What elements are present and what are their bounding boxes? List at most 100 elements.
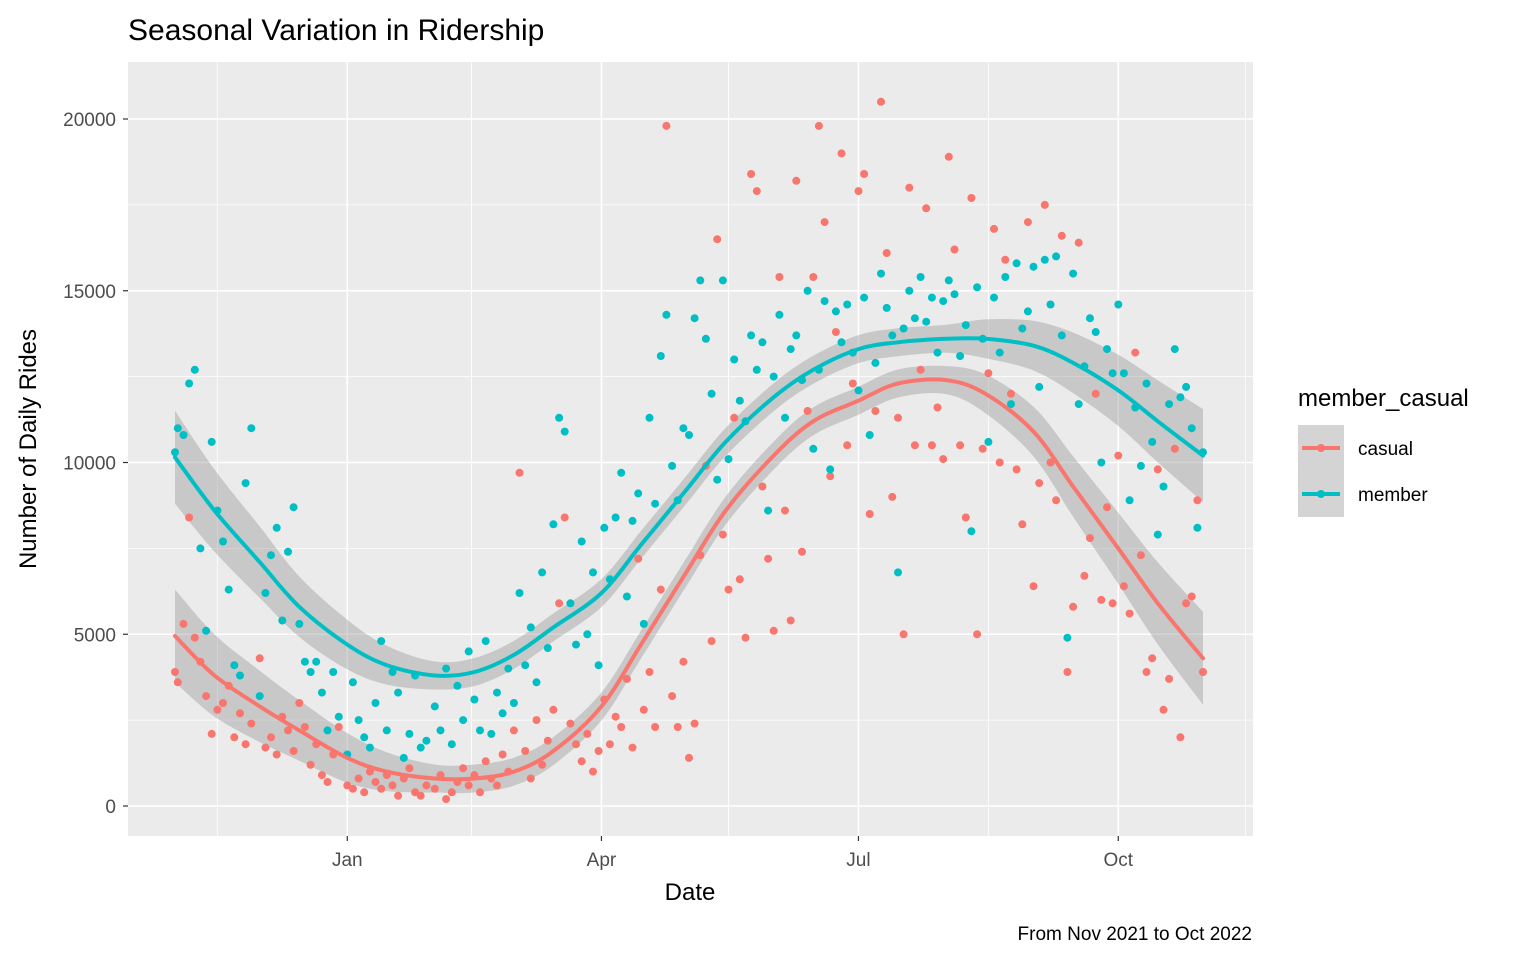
data-point-member [634, 489, 643, 498]
data-point-casual [317, 771, 326, 780]
data-point-casual [916, 365, 925, 374]
data-point-member [1193, 523, 1202, 532]
data-point-member [255, 692, 264, 701]
data-point-casual [1182, 599, 1191, 608]
data-point-casual [1170, 444, 1179, 453]
data-point-member [365, 743, 374, 752]
data-point-casual [1029, 582, 1038, 591]
data-point-casual [843, 441, 852, 450]
data-point-member [1023, 307, 1032, 316]
data-point-member [775, 310, 784, 319]
data-point-member [781, 413, 789, 422]
data-point-member [1007, 400, 1015, 409]
data-point-casual [405, 764, 414, 773]
data-point-casual [894, 413, 902, 422]
data-point-casual [388, 781, 397, 790]
data-point-casual [476, 788, 484, 797]
data-point-casual [1153, 465, 1162, 474]
data-point-member [247, 424, 256, 433]
data-point-casual [267, 733, 275, 742]
data-point-casual [781, 506, 789, 515]
data-point-member [532, 678, 541, 687]
data-point-member [354, 716, 363, 725]
data-point-casual [826, 472, 835, 481]
data-point-member [843, 300, 852, 309]
data-point-member [306, 668, 315, 676]
data-point-casual [543, 736, 552, 745]
data-point-casual [1091, 389, 1100, 398]
data-point-member [854, 386, 863, 395]
data-point-casual [323, 778, 332, 786]
data-point-member [476, 726, 484, 735]
data-point-member [348, 678, 357, 687]
data-point-casual [422, 781, 431, 790]
data-point-casual [747, 170, 756, 178]
data-point-member [241, 479, 250, 488]
data-point-member [786, 345, 795, 354]
data-point-casual [481, 757, 490, 766]
data-point-member [995, 348, 1004, 357]
data-point-casual [1080, 571, 1089, 580]
data-point-casual [628, 743, 637, 752]
data-point-casual [464, 781, 473, 790]
data-point-casual [769, 626, 778, 635]
data-point-casual [1103, 503, 1111, 512]
data-point-member [190, 365, 199, 374]
data-point-member [284, 547, 292, 556]
data-point-member [735, 396, 744, 405]
data-point-casual [538, 760, 547, 769]
data-point-member [405, 729, 414, 738]
data-point-member [1119, 369, 1128, 378]
data-point-member [526, 623, 535, 632]
data-point-casual [261, 743, 270, 752]
data-point-casual [922, 204, 931, 213]
data-point-member [1148, 437, 1157, 446]
data-point-member [1142, 379, 1151, 388]
data-point-casual [888, 492, 897, 501]
data-point-casual [939, 455, 948, 464]
data-point-member [388, 668, 397, 676]
data-point-member [961, 321, 970, 330]
data-point-member [865, 431, 874, 439]
y-tick-label: 15000 [63, 282, 116, 303]
data-point-member [645, 413, 654, 422]
data-point-casual [219, 699, 227, 707]
confidence-bands [175, 319, 1203, 794]
data-point-casual [1125, 609, 1134, 618]
data-point-casual [394, 791, 403, 800]
data-point-casual [1074, 238, 1083, 247]
data-point-casual [860, 170, 869, 178]
data-point-member [1074, 400, 1083, 409]
data-point-casual [605, 740, 614, 749]
data-point-casual [1136, 551, 1145, 560]
data-point-member [1069, 269, 1078, 278]
data-point-member [589, 568, 597, 577]
y-tick-label: 0 [105, 797, 116, 818]
data-point-casual [1159, 705, 1168, 714]
x-tick-label: Jul [846, 850, 870, 871]
data-point-member [1103, 345, 1111, 354]
data-point-casual [1142, 668, 1151, 676]
data-point-casual [377, 784, 386, 793]
data-point-casual [1035, 479, 1044, 488]
data-point-casual [549, 705, 558, 714]
data-point-member [509, 699, 518, 707]
data-point-member [944, 276, 953, 285]
data-point-casual [978, 444, 987, 453]
data-point-casual [1086, 534, 1094, 543]
y-tick-label: 20000 [63, 110, 116, 131]
data-point-member [651, 499, 660, 508]
data-point-casual [272, 750, 281, 759]
data-point-casual [990, 224, 998, 233]
data-point-casual [973, 630, 982, 639]
data-point-member [317, 688, 326, 697]
data-point-member [1153, 530, 1162, 539]
data-point-casual [284, 726, 292, 735]
data-point-casual [1023, 218, 1032, 227]
data-point-member [690, 314, 699, 323]
data-point-casual [1052, 496, 1061, 505]
data-point-casual [1199, 668, 1207, 676]
data-point-member [1057, 331, 1066, 340]
data-point-casual [809, 273, 818, 281]
